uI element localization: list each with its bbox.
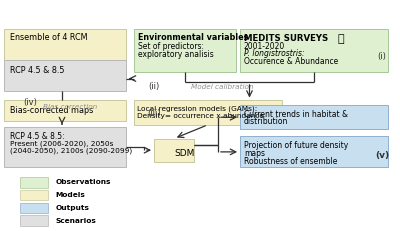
FancyBboxPatch shape <box>134 29 236 72</box>
Text: ⛵: ⛵ <box>338 34 345 44</box>
Text: Models: Models <box>55 192 85 198</box>
Text: MEDITS SURVEYS: MEDITS SURVEYS <box>244 34 328 43</box>
Text: (v): (v) <box>375 152 389 160</box>
FancyBboxPatch shape <box>20 190 48 200</box>
Text: Current trends in habitat &: Current trends in habitat & <box>244 110 348 119</box>
Text: Observations: Observations <box>55 179 110 185</box>
FancyBboxPatch shape <box>4 100 126 121</box>
Text: Robustness of ensemble: Robustness of ensemble <box>244 157 337 166</box>
Text: Set of predictors:: Set of predictors: <box>138 42 204 51</box>
Text: RCP 4.5 & 8.5: RCP 4.5 & 8.5 <box>10 66 64 75</box>
FancyBboxPatch shape <box>240 29 388 72</box>
Text: exploratory analisis: exploratory analisis <box>138 50 214 59</box>
Text: Model calibration: Model calibration <box>191 84 253 90</box>
FancyBboxPatch shape <box>4 60 126 91</box>
FancyBboxPatch shape <box>20 177 48 188</box>
FancyBboxPatch shape <box>134 100 282 125</box>
Text: Occurence & Abundance: Occurence & Abundance <box>244 57 338 66</box>
FancyBboxPatch shape <box>240 136 388 167</box>
Text: Bias correction: Bias correction <box>43 104 97 110</box>
Text: (iv): (iv) <box>23 98 37 107</box>
Text: Local regression models (GAMs):: Local regression models (GAMs): <box>137 105 258 112</box>
Text: SDM: SDM <box>174 149 194 158</box>
Text: Bias-corrected maps: Bias-corrected maps <box>10 106 93 115</box>
Text: P. longistrostris:: P. longistrostris: <box>244 49 305 58</box>
Text: distribution: distribution <box>244 117 288 126</box>
Text: Scenarios: Scenarios <box>55 218 96 224</box>
Text: Density= occurrence x abundance: Density= occurrence x abundance <box>137 113 264 119</box>
Text: Present (2006-2020), 2050s: Present (2006-2020), 2050s <box>10 140 113 147</box>
FancyBboxPatch shape <box>4 127 126 167</box>
Text: (2040-2050), 2100s (2090-2099): (2040-2050), 2100s (2090-2099) <box>10 148 132 154</box>
Text: (iii): (iii) <box>147 109 161 118</box>
Text: (i): (i) <box>378 52 386 61</box>
Text: 2001-2020: 2001-2020 <box>244 42 285 51</box>
FancyBboxPatch shape <box>4 29 126 60</box>
FancyBboxPatch shape <box>240 105 388 129</box>
FancyBboxPatch shape <box>20 203 48 213</box>
Text: Projection of future density: Projection of future density <box>244 141 348 150</box>
Text: Ensemble of 4 RCM: Ensemble of 4 RCM <box>10 33 88 43</box>
FancyBboxPatch shape <box>154 139 194 162</box>
Text: maps: maps <box>244 149 265 158</box>
Text: Outputs: Outputs <box>55 205 89 211</box>
Text: (ii): (ii) <box>148 82 160 91</box>
FancyBboxPatch shape <box>20 215 48 226</box>
Text: RCP 4.5 & 8.5:: RCP 4.5 & 8.5: <box>10 132 65 141</box>
Text: Environmental variables: Environmental variables <box>138 33 248 43</box>
